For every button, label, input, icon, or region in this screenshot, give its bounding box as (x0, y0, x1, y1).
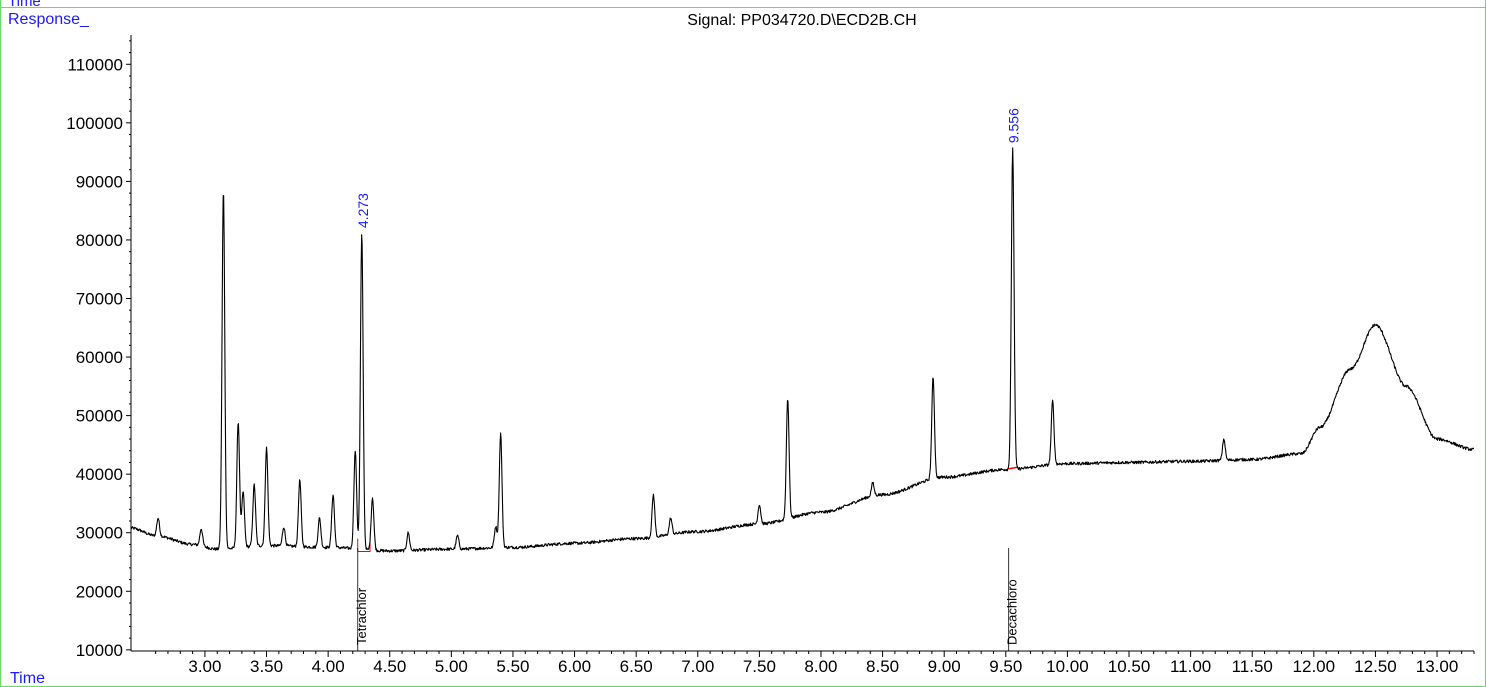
y-tick-label: 30000 (76, 524, 123, 543)
x-tick-label: 4.50 (373, 657, 406, 676)
retention-time-label: 9.556 (1006, 108, 1022, 143)
x-tick-label: 8.00 (804, 657, 837, 676)
x-tick-label: 7.50 (743, 657, 776, 676)
top-time-label: Time (8, 0, 41, 10)
compound-label: Decachloro (1005, 579, 1020, 645)
x-tick-label: 10.00 (1046, 657, 1089, 676)
x-tick-label: 5.00 (435, 657, 468, 676)
x-tick-label: 5.50 (496, 657, 529, 676)
x-tick-label: 7.00 (681, 657, 714, 676)
y-tick-label: 20000 (76, 582, 123, 601)
integration-baseline-1 (357, 541, 371, 552)
x-tick-label: 12.50 (1354, 657, 1397, 676)
x-tick-label: 9.50 (989, 657, 1022, 676)
y-tick-label: 90000 (76, 172, 123, 191)
y-tick-label: 50000 (76, 407, 123, 426)
y-ticks: 10000 20000 30000 40000 50000 60000 70000 80000… (66, 40, 131, 660)
x-tick-label: 3.50 (250, 657, 283, 676)
y-tick-label: 10000 (76, 641, 123, 660)
x-tick-label: 12.00 (1293, 657, 1336, 676)
y-tick-label: 60000 (76, 348, 123, 367)
peak-annotations: 4.273 9.556 Tetrachlor Decachloro (354, 108, 1022, 651)
signal-title: Signal: PP034720.D\ECD2B.CH (687, 12, 916, 29)
y-tick-label: 110000 (68, 55, 123, 74)
retention-time-label: 4.273 (355, 193, 371, 228)
compound-label: Tetrachlor (354, 587, 369, 645)
signal-trace (130, 147, 1475, 553)
x-tick-label: 4.00 (312, 657, 345, 676)
x-tick-label: 10.50 (1108, 657, 1151, 676)
x-tick-label: 9.00 (928, 657, 961, 676)
x-ticks: 3.00 3.50 4.00 4.50 5.00 5.50 6.00 6.50 7.00 7.50… (155, 651, 1475, 676)
y-tick-label: 80000 (76, 231, 123, 250)
x-tick-label: 6.00 (558, 657, 591, 676)
y-tick-label: 70000 (76, 289, 123, 308)
x-tick-label: 6.50 (620, 657, 653, 676)
x-tick-label: 13.00 (1416, 657, 1459, 676)
x-tick-label: 11.00 (1170, 657, 1211, 676)
y-tick-label: 40000 (76, 465, 123, 484)
x-axis-label: Time (10, 670, 45, 687)
x-tick-label: 3.00 (188, 657, 221, 676)
x-tick-label: 11.50 (1232, 657, 1273, 676)
x-tick-label: 8.50 (866, 657, 899, 676)
response-label: Response_ (8, 11, 90, 28)
integration-baseline-2 (1008, 466, 1019, 470)
y-tick-label: 100000 (66, 114, 123, 133)
